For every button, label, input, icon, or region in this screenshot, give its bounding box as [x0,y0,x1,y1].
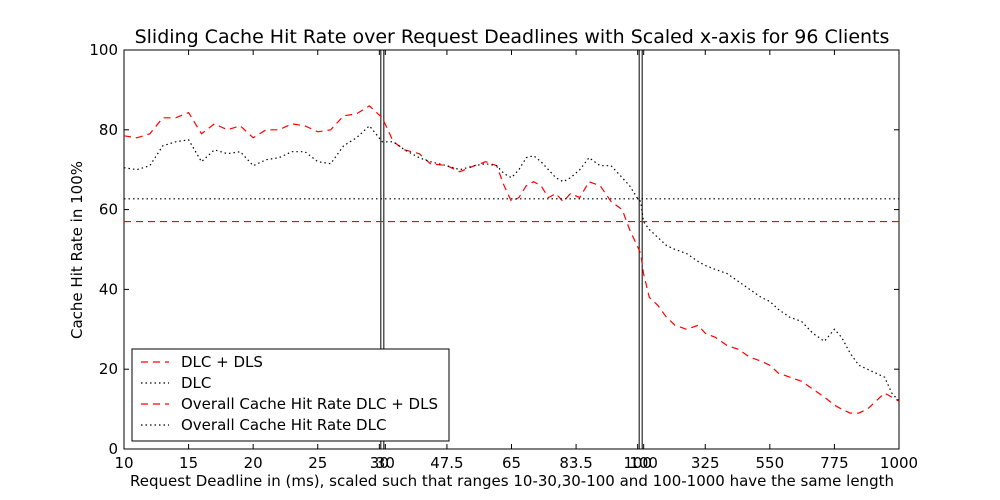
y-tick-label: 60 [99,201,118,219]
x-tick-label: 775 [820,454,849,472]
x-tick-label: 47.5 [430,454,463,472]
y-axis-label: Cache Hit Rate in 100% [68,161,86,339]
x-tick-label: 65 [502,454,521,472]
y-tick-label: 40 [99,280,118,298]
legend-label: DLC [181,374,211,392]
legend-frame [131,348,450,442]
x-tick-label: 83.5 [559,454,592,472]
x-tick-label: 30 [376,454,395,472]
y-tick-label: 0 [108,440,118,458]
x-tick-label: 25 [308,454,327,472]
legend: DLC + DLS DLC Overall Cache Hit Rate DLC +… [131,348,450,442]
x-axis-label: Request Deadline in (ms), scaled such th… [130,472,894,490]
y-tick-label: 100 [89,41,118,59]
x-tick-label: 20 [244,454,263,472]
legend-label: Overall Cache Hit Rate DLC [181,416,386,434]
x-tick-label: 100 [629,454,658,472]
x-tick-label: 15 [179,454,198,472]
x-tick-label: 550 [756,454,785,472]
legend-label: Overall Cache Hit Rate DLC + DLS [181,395,438,413]
x-tick-label: 325 [691,454,720,472]
x-tick-label: 10 [114,454,133,472]
y-axis-ticks: 0 20 40 60 80 100 [89,41,899,458]
x-tick-label: 1000 [880,454,918,472]
series-line [123,105,900,414]
x-tick-label: 30 [370,454,389,472]
y-tick-label: 20 [99,360,118,378]
legend-label: DLC + DLS [181,353,263,371]
series-layer [123,105,900,414]
x-tick-label: 100 [623,454,652,472]
y-tick-label: 80 [99,121,118,139]
chart-title: Sliding Cache Hit Rate over Request Dead… [135,26,890,48]
